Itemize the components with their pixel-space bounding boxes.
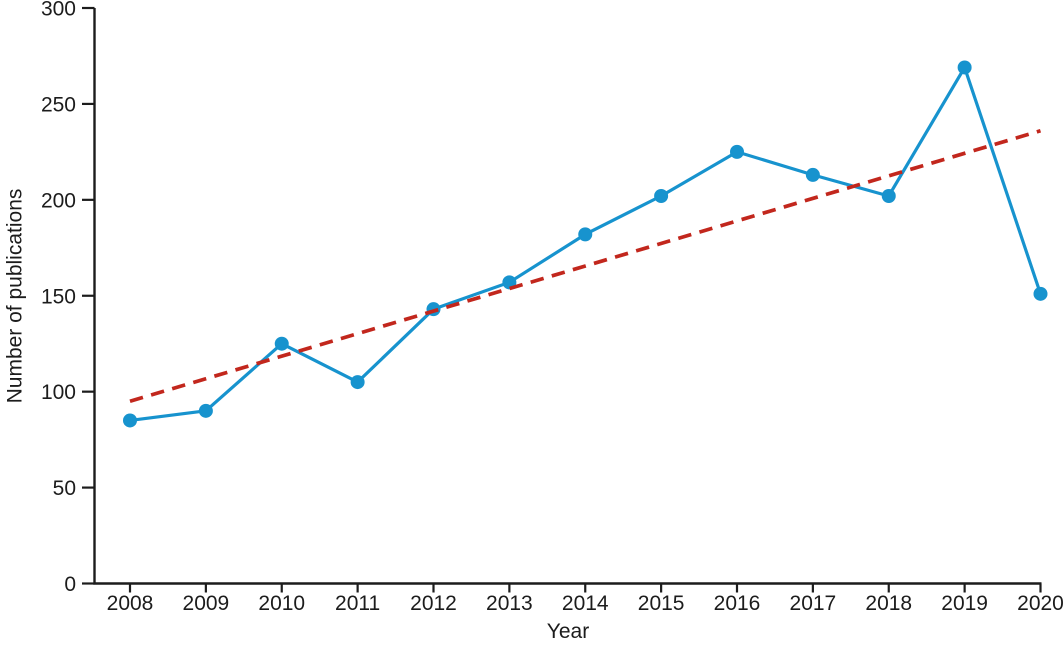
- x-tick-label: 2012: [410, 592, 457, 615]
- x-tick-label: 2018: [865, 592, 912, 615]
- y-tick-label: 150: [41, 285, 76, 308]
- data-point-2010: [274, 336, 289, 351]
- trend-line: [129, 128, 1042, 404]
- data-point-2011: [350, 375, 365, 390]
- axis-spines: [93, 8, 1042, 585]
- x-tick-label: 2009: [183, 592, 230, 615]
- x-axis-title: Year: [546, 620, 590, 643]
- data-point-2009: [198, 403, 213, 418]
- x-tick-label: 2016: [714, 592, 761, 615]
- x-tick-label: 2011: [335, 592, 380, 615]
- x-tick-label: 2015: [638, 592, 685, 615]
- data-point-2020: [1033, 286, 1048, 301]
- data-point-2008: [123, 413, 137, 428]
- data-point-2015: [654, 188, 669, 203]
- y-tick-label: 200: [41, 189, 76, 212]
- data-point-2017: [805, 167, 820, 182]
- x-tick-label: 2014: [562, 592, 609, 615]
- y-tick-label: 300: [41, 0, 76, 21]
- y-axis-title: Number of publications: [3, 188, 27, 404]
- data-point-2016: [730, 144, 744, 159]
- x-tick-label: 2008: [107, 592, 154, 615]
- x-tick-label: 2013: [486, 592, 533, 615]
- x-tick-label: 2020: [1017, 592, 1064, 615]
- x-tick-label: 2019: [941, 592, 988, 615]
- x-tick-label: 2017: [790, 592, 837, 615]
- data-point-2014: [578, 227, 593, 242]
- data-line: [128, 65, 1043, 423]
- y-tick-label: 250: [41, 93, 76, 116]
- data-point-2018: [881, 188, 896, 203]
- data-point-2019: [957, 60, 972, 75]
- y-tick-label: 0: [64, 573, 76, 596]
- x-tick-label: 2010: [258, 592, 305, 615]
- y-tick-label: 50: [53, 477, 76, 500]
- y-tick-label: 100: [41, 381, 76, 404]
